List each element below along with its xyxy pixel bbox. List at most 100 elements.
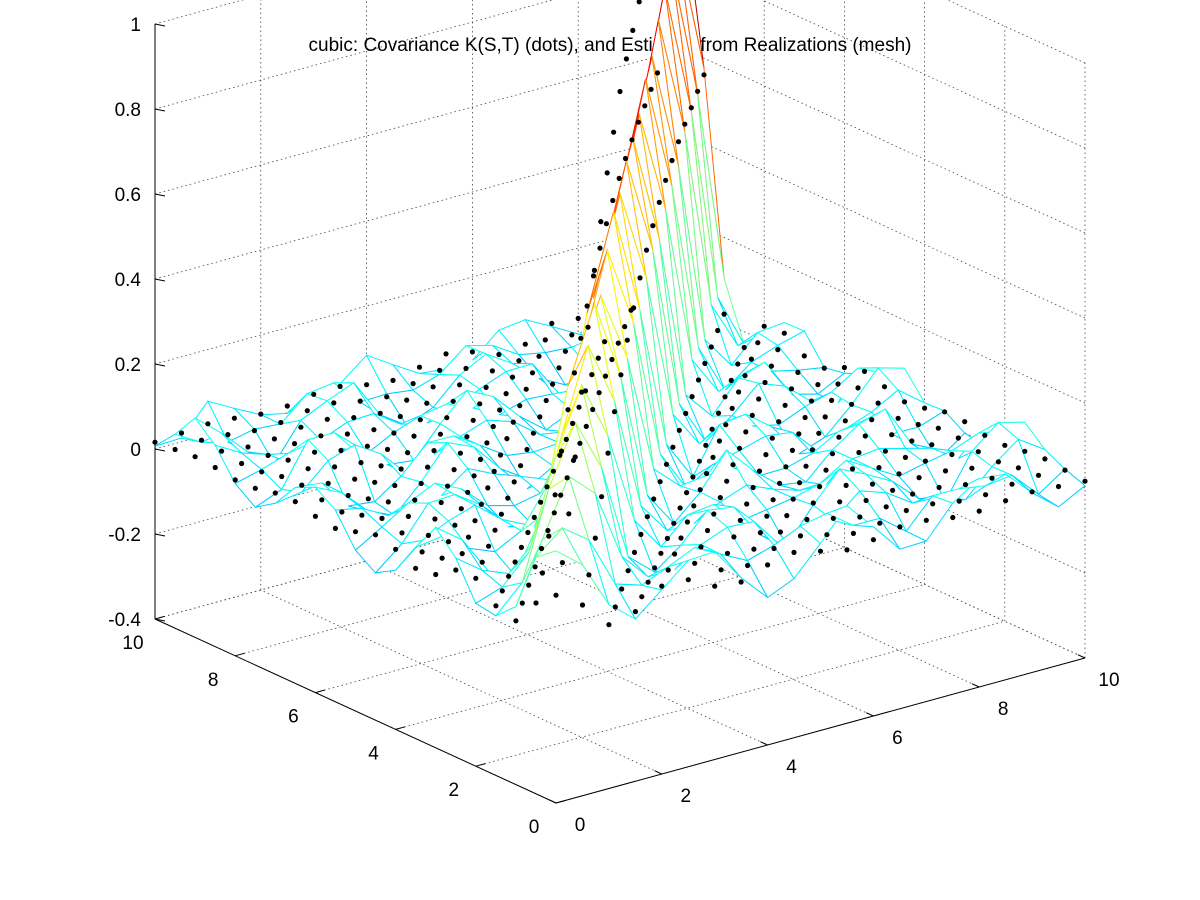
- covariance-dot: [962, 482, 969, 488]
- z-tick-label: -0.4: [108, 610, 141, 631]
- covariance-dot: [419, 549, 425, 555]
- covariance-dot: [393, 546, 399, 552]
- covariance-dot: [533, 600, 539, 606]
- covariance-dot: [503, 391, 509, 397]
- x-tick-label: 2: [681, 786, 692, 807]
- floor-grid-line-x: [260, 589, 662, 775]
- covariance-dot: [605, 450, 611, 456]
- covariance-dot: [513, 618, 519, 624]
- covariance-dot: [178, 430, 185, 436]
- covariance-dot: [493, 603, 499, 609]
- covariance-dot: [909, 438, 915, 444]
- z-tick-label: 0.6: [115, 185, 141, 206]
- covariance-dot: [392, 482, 398, 489]
- covariance-dot: [975, 449, 981, 455]
- covariance-dot: [797, 533, 804, 539]
- covariance-dot: [590, 273, 597, 279]
- covariance-dot: [576, 404, 582, 410]
- covariance-dot: [591, 267, 598, 273]
- covariance-dot: [844, 547, 850, 553]
- covariance-dot: [929, 442, 935, 448]
- covariance-dot: [916, 475, 922, 481]
- covariance-dot: [473, 575, 479, 581]
- covariance-dot: [722, 394, 728, 400]
- covariance-dot: [969, 465, 975, 471]
- covariance-dot: [483, 384, 489, 390]
- side-wall-grid-horizontal: [683, 218, 1086, 404]
- covariance-dot: [544, 484, 550, 490]
- covariance-dot: [566, 511, 572, 517]
- covariance-dot: [615, 340, 621, 346]
- x-tick-label: 10: [1098, 670, 1119, 691]
- back-wall-grid-horizontal: [154, 48, 685, 195]
- covariance-dot: [678, 535, 684, 541]
- covariance-dot: [512, 559, 518, 565]
- covariance-dot: [684, 490, 690, 496]
- z-tick-label: 0.2: [115, 355, 141, 376]
- dots-layer: [152, 0, 1088, 628]
- covariance-dot: [671, 520, 677, 526]
- covariance-dot: [636, 0, 642, 5]
- covariance-dot: [882, 448, 889, 454]
- covariance-dot: [219, 448, 225, 454]
- covariance-dot: [365, 496, 371, 502]
- covariance-dot: [956, 498, 962, 504]
- covariance-dot: [729, 405, 735, 411]
- covariance-dot: [239, 460, 245, 467]
- covariance-dot: [399, 530, 405, 536]
- covariance-dot: [418, 480, 424, 487]
- covariance-dot: [378, 463, 384, 469]
- covariance-dot: [995, 459, 1002, 465]
- covariance-dot: [657, 479, 663, 485]
- covariance-dot: [983, 492, 989, 498]
- back-wall-grid-horizontal: [154, 0, 555, 110]
- covariance-dot: [364, 443, 370, 449]
- covariance-dot: [405, 450, 411, 456]
- covariance-dot: [708, 344, 714, 350]
- covariance-dot: [698, 544, 704, 550]
- x-tick-mark: [654, 770, 663, 775]
- covariance-dot: [902, 454, 909, 460]
- covariance-dot: [875, 400, 881, 406]
- covariance-dot: [697, 487, 703, 493]
- covariance-dot: [425, 464, 431, 470]
- covariance-dot: [738, 579, 744, 585]
- covariance-dot: [736, 389, 742, 395]
- y-tick-mark: [395, 726, 406, 730]
- covariance-dot: [629, 137, 635, 143]
- covariance-dot: [855, 385, 861, 391]
- covariance-dot: [516, 358, 522, 364]
- covariance-dot: [562, 348, 569, 354]
- covariance-dot: [439, 555, 445, 561]
- covariance-dot: [982, 432, 988, 438]
- covariance-dot: [704, 527, 711, 534]
- covariance-dot: [809, 447, 816, 453]
- covariance-dot: [552, 492, 558, 498]
- covariance-dot: [424, 400, 430, 406]
- covariance-dot: [789, 447, 796, 453]
- covariance-dot: [397, 413, 403, 420]
- covariance-dot: [331, 400, 337, 406]
- covariance-dot: [883, 504, 889, 510]
- covariance-dot: [486, 543, 492, 549]
- floor-grid-line-x: [366, 560, 768, 746]
- covariance-dot: [822, 414, 828, 420]
- covariance-dot: [391, 430, 397, 436]
- covariance-dot: [1002, 442, 1008, 448]
- covariance-dot: [592, 535, 598, 541]
- covariance-dot: [565, 407, 571, 413]
- covariance-dot: [731, 534, 737, 540]
- x-axis-line: [555, 657, 1086, 804]
- covariance-dot: [619, 586, 625, 592]
- covariance-dot: [445, 483, 451, 489]
- covariance-dot: [543, 397, 549, 404]
- y-axis-line: [154, 618, 557, 804]
- covariance-dot: [756, 468, 763, 474]
- covariance-dot: [823, 467, 829, 473]
- back-wall-grid-horizontal: [154, 388, 685, 535]
- covariance-dot: [471, 473, 477, 479]
- covariance-dot: [711, 511, 717, 517]
- covariance-dot: [857, 514, 863, 520]
- covariance-dot: [311, 391, 317, 397]
- covariance-dot: [332, 464, 338, 470]
